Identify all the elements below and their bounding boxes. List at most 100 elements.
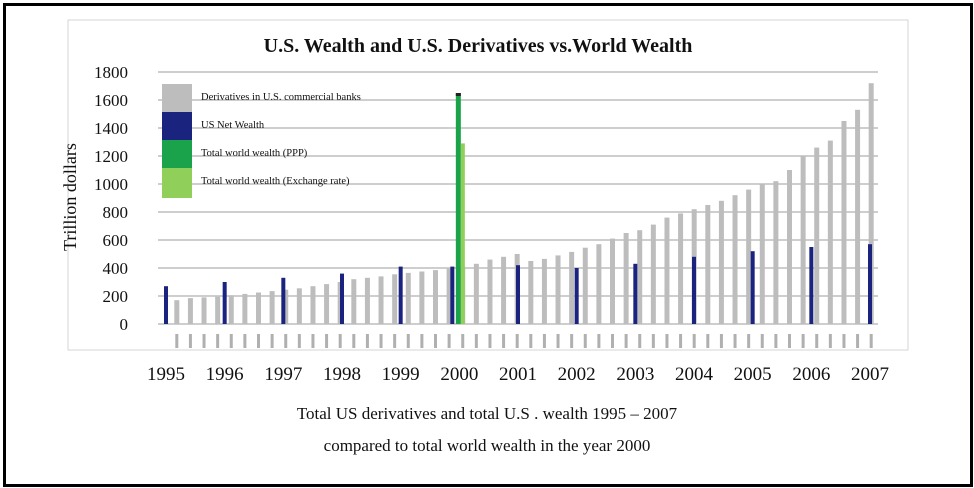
derivatives-bars: [174, 83, 874, 324]
x-minor-tick: [651, 334, 655, 348]
us-wealth-bar: [692, 256, 696, 324]
derivatives-bar: [746, 189, 752, 324]
us-wealth-bar: [340, 273, 344, 324]
derivatives-bar: [555, 255, 561, 324]
us-wealth-bars: [164, 244, 872, 324]
legend-swatch: [162, 84, 192, 114]
world-wealth-ppp-cap: [455, 93, 461, 96]
us-wealth-bar: [516, 265, 520, 324]
x-minor-tick: [311, 334, 315, 348]
legend-swatch: [162, 140, 192, 170]
x-year-labels: 1995 1996 1997 1998 1999 2000 2001 2002 2003 2004…: [147, 364, 889, 385]
derivatives-bar: [759, 184, 765, 324]
us-wealth-bar: [633, 263, 638, 324]
x-minor-tick: [760, 334, 764, 348]
y-tick-labels: 0 200 400 600 800 1000 1200 1400 1600 1800: [94, 63, 128, 334]
x-minor-tick: [420, 334, 424, 348]
derivatives-bar: [187, 298, 193, 324]
derivatives-bar: [256, 292, 261, 324]
chart-title: U.S. Wealth and U.S. Derivatives vs.Worl…: [264, 35, 693, 57]
derivatives-bar: [324, 284, 330, 324]
x-minor-tick: [175, 334, 179, 348]
legend-label: Derivatives in U.S. commercial banks: [201, 92, 361, 103]
x-minor-tick: [297, 334, 301, 348]
derivatives-bar: [283, 289, 289, 324]
x-minor-tick: [815, 334, 819, 348]
derivatives-bar: [310, 286, 316, 324]
x-minor-tick: [284, 334, 288, 348]
derivatives-bar: [351, 279, 357, 324]
x-minor-tick: [406, 334, 410, 348]
x-year-label: 2006: [792, 364, 830, 385]
derivatives-bar: [596, 244, 602, 324]
x-minor-tick: [216, 334, 220, 348]
x-minor-tick: [379, 334, 383, 348]
x-minor-tick: [542, 334, 546, 348]
us-wealth-bar: [398, 266, 403, 324]
derivatives-bar: [868, 83, 874, 324]
derivatives-bar: [364, 277, 370, 324]
x-year-label: 1998: [323, 364, 361, 385]
x-minor-tick: [556, 334, 560, 348]
x-year-label: 2001: [499, 364, 537, 385]
derivatives-bar: [405, 272, 411, 324]
y-tick-label: 0: [120, 315, 129, 334]
x-minor-tick: [202, 334, 206, 348]
x-minor-tick: [461, 334, 465, 348]
world-wealth-bars: [455, 93, 465, 324]
x-minor-tick: [583, 334, 587, 348]
derivatives-bar: [827, 140, 833, 324]
y-tick-label: 800: [103, 203, 129, 222]
derivatives-bar: [610, 238, 615, 324]
y-tick-label: 600: [103, 231, 129, 250]
legend: Derivatives in U.S. commercial banks US N…: [162, 84, 361, 198]
derivatives-bar: [242, 293, 248, 324]
x-minor-tick: [665, 334, 669, 348]
legend-swatch: [162, 168, 192, 198]
derivatives-bar: [855, 109, 861, 324]
x-minor-tick: [692, 334, 696, 348]
derivatives-bar: [623, 233, 629, 324]
derivatives-bar: [705, 205, 711, 324]
derivatives-bar: [269, 291, 275, 324]
x-minor-tick: [270, 334, 274, 348]
x-minor-tick-labels: [175, 334, 873, 348]
x-year-label: 2007: [851, 364, 889, 385]
x-minor-tick: [257, 334, 260, 348]
derivatives-bar: [392, 274, 398, 324]
us-wealth-bar: [222, 282, 227, 324]
x-minor-tick: [719, 334, 723, 348]
y-tick-label: 1800: [94, 63, 128, 82]
derivatives-bar: [569, 251, 575, 324]
x-minor-tick: [570, 334, 574, 348]
x-minor-tick: [788, 334, 791, 348]
x-year-label: 1995: [147, 364, 185, 385]
derivatives-bar: [487, 259, 493, 324]
derivatives-bar: [201, 297, 207, 324]
legend-swatch: [162, 112, 192, 142]
us-wealth-bar: [750, 251, 755, 324]
x-minor-tick: [842, 334, 846, 348]
x-year-label: 2003: [616, 364, 654, 385]
x-minor-tick: [828, 334, 832, 348]
x-minor-tick: [488, 334, 492, 348]
x-minor-tick: [747, 334, 751, 348]
x-minor-tick: [338, 334, 342, 348]
us-wealth-bar: [868, 244, 872, 324]
derivatives-bar: [718, 200, 724, 324]
x-minor-tick: [706, 334, 710, 348]
us-wealth-bar: [281, 277, 286, 324]
x-minor-tick: [679, 334, 683, 348]
x-minor-tick: [393, 334, 397, 348]
x-minor-tick: [597, 334, 601, 348]
derivatives-bar: [528, 261, 534, 324]
x-year-label: 2000: [440, 364, 478, 385]
x-minor-tick: [502, 334, 506, 348]
x-minor-tick: [611, 334, 614, 348]
derivatives-bar: [814, 147, 820, 324]
derivatives-bar: [215, 296, 221, 324]
y-tick-label: 400: [103, 259, 129, 278]
derivatives-bar: [501, 256, 507, 324]
x-year-label: 2002: [558, 364, 596, 385]
